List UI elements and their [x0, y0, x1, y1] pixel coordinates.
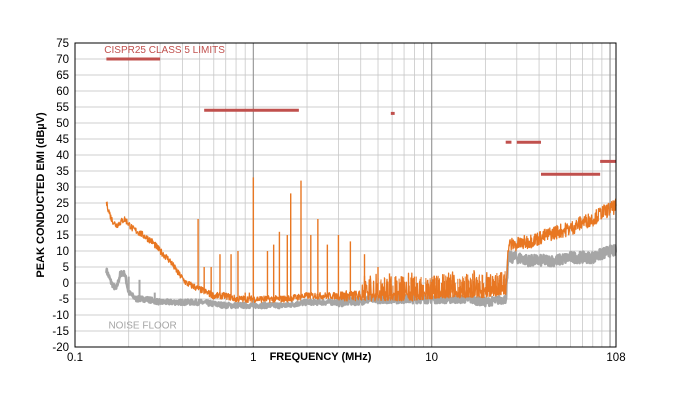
limit-lines — [106, 57, 616, 176]
y-tick-label: 50 — [56, 118, 69, 130]
limits-annotation: CISPR25 CLASS 5 LIMITS — [104, 45, 225, 56]
y-tick-label: 0 — [63, 278, 69, 290]
x-tick-label: 10 — [425, 352, 438, 364]
y-tick-label: -20 — [52, 342, 69, 354]
y-tick-label: -15 — [52, 326, 69, 338]
series-group — [105, 177, 618, 310]
y-tick-label: 35 — [56, 166, 69, 178]
x-axis-title: FREQUENCY (MHz) — [270, 351, 372, 363]
series-line — [105, 198, 617, 304]
plot-frame — [74, 42, 617, 348]
noise-floor-annotation: NOISE FLOOR — [108, 320, 176, 331]
y-tick-label: 10 — [56, 246, 69, 258]
y-tick-label: 25 — [56, 198, 69, 210]
noise-floor-series — [105, 244, 618, 310]
y-tick-label: 65 — [56, 70, 69, 82]
x-tick-label: 0.1 — [67, 352, 83, 364]
y-axis-title: PEAK CONDUCTED EMI (dBµV) — [35, 112, 47, 278]
y-tick-label: -5 — [59, 294, 69, 306]
y-tick-label: 20 — [56, 214, 69, 226]
series-line — [105, 244, 618, 310]
y-tick-label: 45 — [56, 134, 69, 146]
y-tick-label: 60 — [56, 86, 69, 98]
y-tick-label: 5 — [63, 262, 69, 274]
y-tick-label: 30 — [56, 182, 69, 194]
x-tick-label: 108 — [606, 352, 625, 364]
emi-series — [105, 177, 617, 304]
y-tick-label: 75 — [56, 38, 69, 50]
y-tick-label: 40 — [56, 150, 69, 162]
y-tick-label: -10 — [52, 310, 69, 322]
tick-labels: 757065605550454035302520151050-5-10-15-2… — [52, 38, 625, 364]
x-tick-label: 1 — [250, 352, 256, 364]
y-tick-label: 70 — [56, 54, 69, 66]
y-tick-label: 15 — [56, 230, 69, 242]
y-tick-label: 55 — [56, 102, 69, 114]
